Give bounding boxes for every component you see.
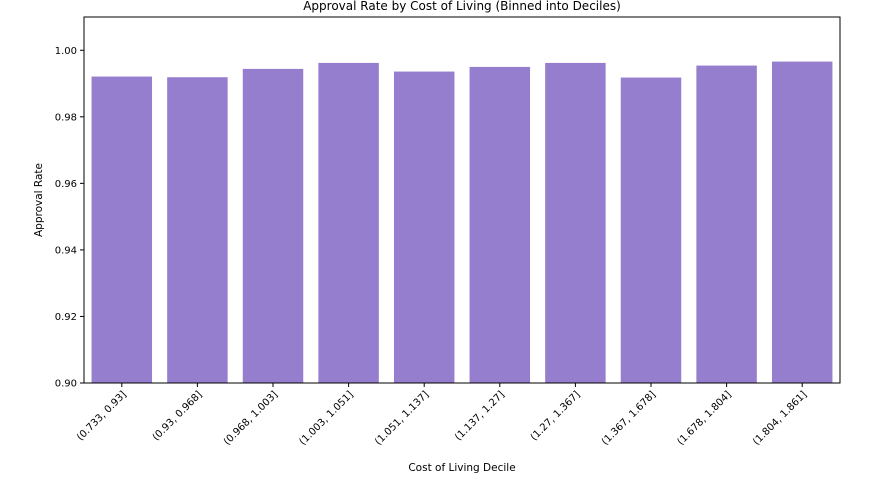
y-tick-label-1: 0.92 <box>55 312 77 323</box>
y-tick-label-0: 0.90 <box>55 379 77 390</box>
bars-group <box>91 61 833 384</box>
x-tick-label-8: (1.678, 1.804] <box>675 389 733 447</box>
y-tick-label-4: 0.98 <box>55 112 77 123</box>
y-axis: 0.90 0.92 0.94 0.96 0.98 1.00 <box>55 46 84 390</box>
bar-3 <box>318 62 379 384</box>
bar-9 <box>771 61 833 384</box>
x-tick-label-1: (0.93, 0.968] <box>151 389 205 443</box>
bar-4 <box>393 71 455 383</box>
chart-title: Approval Rate by Cost of Living (Binned … <box>303 0 621 13</box>
bar-6 <box>545 62 606 384</box>
x-axis: (0.733, 0.93] (0.93, 0.968] (0.968, 1.003]… <box>75 383 809 448</box>
y-tick-label-3: 0.96 <box>55 179 77 190</box>
x-tick-label-2: (0.968, 1.003] <box>222 389 280 447</box>
bar-1 <box>167 77 228 383</box>
x-tick-label-9: (1.804, 1.861] <box>751 389 809 447</box>
bar-7 <box>620 77 682 383</box>
bar-5 <box>469 66 531 383</box>
y-tick-label-5: 1.00 <box>55 46 77 57</box>
x-tick-label-3: (1.003, 1.051] <box>297 389 355 447</box>
bar-8 <box>696 65 757 383</box>
x-tick-label-7: (1.367, 1.678] <box>600 389 658 447</box>
bar-0 <box>91 76 153 383</box>
y-axis-label: Approval Rate <box>33 163 45 237</box>
x-tick-label-0: (0.733, 0.93] <box>75 389 129 443</box>
x-tick-label-5: (1.137, 1.27] <box>453 389 507 443</box>
x-tick-label-6: (1.27, 1.367] <box>529 389 583 443</box>
y-tick-label-2: 0.94 <box>55 245 77 256</box>
x-axis-label: Cost of Living Decile <box>408 462 515 474</box>
x-tick-label-4: (1.051, 1.137] <box>373 389 431 447</box>
bar-2 <box>242 68 304 383</box>
plot-frame <box>83 16 841 384</box>
